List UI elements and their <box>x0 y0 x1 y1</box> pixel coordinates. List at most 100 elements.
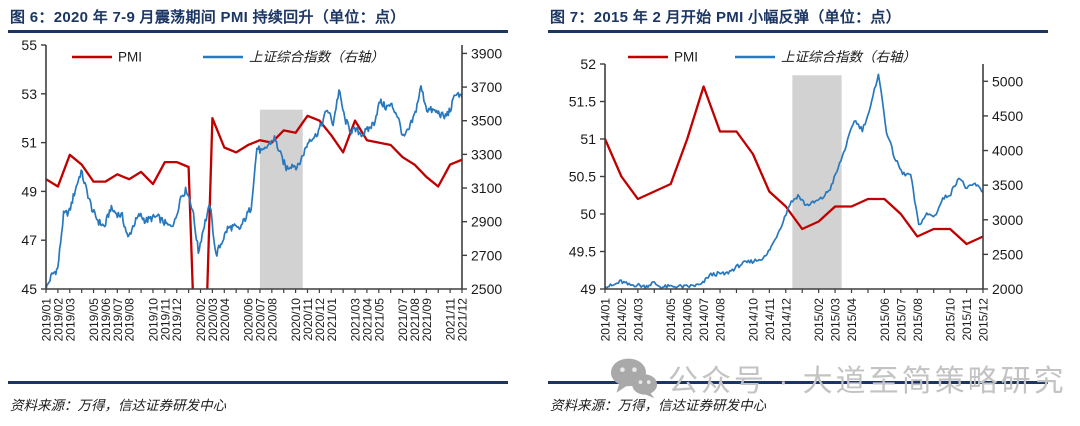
figure-7-title-rule <box>548 30 1048 33</box>
svg-text:53: 53 <box>21 86 37 102</box>
pmi-line <box>46 114 462 289</box>
svg-text:2015/08: 2015/08 <box>911 298 925 342</box>
svg-text:49.5: 49.5 <box>569 244 596 260</box>
svg-text:2019/07: 2019/07 <box>111 298 125 342</box>
svg-text:2015/02: 2015/02 <box>812 298 826 342</box>
svg-text:2020/06: 2020/06 <box>242 298 256 342</box>
svg-text:2019/02: 2019/02 <box>51 298 65 342</box>
svg-text:50: 50 <box>580 206 596 222</box>
x-axis: 2014/01 2014/02 2014/03 2014/05 2014/06 2014/… <box>599 289 991 341</box>
svg-text:2021/12: 2021/12 <box>456 298 470 342</box>
svg-text:2021/04: 2021/04 <box>360 298 374 342</box>
svg-text:2020/04: 2020/04 <box>218 298 232 342</box>
left-axis: 45 47 49 51 53 55 <box>21 37 46 297</box>
svg-text:2020/12: 2020/12 <box>313 298 327 342</box>
highlight-band <box>792 75 842 289</box>
svg-text:2700: 2700 <box>471 247 502 263</box>
figure-6-title-rule <box>8 30 508 33</box>
svg-text:2019/05: 2019/05 <box>87 298 101 342</box>
svg-text:3900: 3900 <box>471 45 502 61</box>
svg-text:2021/07: 2021/07 <box>396 298 410 342</box>
svg-text:51.5: 51.5 <box>569 94 596 110</box>
svg-text:55: 55 <box>21 37 37 53</box>
svg-text:3500: 3500 <box>471 113 502 129</box>
svg-text:2014/01: 2014/01 <box>599 298 613 342</box>
svg-text:2021/05: 2021/05 <box>372 298 386 342</box>
svg-text:2014/03: 2014/03 <box>631 298 645 342</box>
svg-text:2500: 2500 <box>992 246 1023 262</box>
figure-7-chart: PMI 上证综合指数（右轴） 49 49.5 50 50.5 51 51.5 52 2000 250… <box>569 50 1024 342</box>
legend-label: PMI <box>674 50 698 65</box>
svg-text:2015/12: 2015/12 <box>977 298 991 342</box>
figure-6-panel: 图 6：2020 年 7-9 月震荡期间 PMI 持续回升（单位：点） PMI 上… <box>8 9 508 413</box>
legend-label: 上证综合指数（右轴） <box>249 50 384 65</box>
right-axis: 2000 2500 3000 3500 4000 4500 5000 <box>983 73 1023 297</box>
svg-text:2014/07: 2014/07 <box>697 298 711 342</box>
svg-text:47: 47 <box>21 232 37 248</box>
svg-text:2015/04: 2015/04 <box>845 298 859 342</box>
figure-6-source-note: 资料来源：万得，信达证券研发中心 <box>10 398 226 413</box>
svg-text:2021/09: 2021/09 <box>420 298 434 342</box>
svg-text:2020/07: 2020/07 <box>253 298 267 342</box>
svg-text:49: 49 <box>21 183 37 199</box>
shanghai-index-line <box>46 85 462 289</box>
svg-text:2020/08: 2020/08 <box>265 298 279 342</box>
svg-text:2019/11: 2019/11 <box>158 298 172 341</box>
svg-text:52: 52 <box>580 56 596 72</box>
svg-text:45: 45 <box>21 281 37 297</box>
shanghai-index-line <box>605 73 983 289</box>
svg-text:2020/10: 2020/10 <box>289 298 303 342</box>
right-axis: 2500 2700 2900 3100 3300 3500 3700 3900 <box>462 45 502 297</box>
svg-text:2019/03: 2019/03 <box>63 298 77 342</box>
svg-text:3000: 3000 <box>992 212 1023 228</box>
svg-text:2014/05: 2014/05 <box>664 298 678 342</box>
legend: PMI 上证综合指数（右轴） <box>628 50 916 65</box>
svg-text:2019/12: 2019/12 <box>170 298 184 342</box>
svg-text:2021/08: 2021/08 <box>408 298 422 342</box>
figure-7-bottom-rule <box>548 381 1048 384</box>
svg-text:4500: 4500 <box>992 108 1023 124</box>
legend: PMI 上证综合指数（右轴） <box>72 50 384 65</box>
svg-text:2015/06: 2015/06 <box>878 298 892 342</box>
svg-text:5000: 5000 <box>992 73 1023 89</box>
svg-text:2000: 2000 <box>992 281 1023 297</box>
svg-text:2014/08: 2014/08 <box>714 298 728 342</box>
svg-text:2019/10: 2019/10 <box>146 298 160 342</box>
svg-text:2019/08: 2019/08 <box>123 298 137 342</box>
figure-6-bottom-rule <box>8 381 508 384</box>
svg-text:2015/03: 2015/03 <box>829 298 843 342</box>
svg-text:2015/11: 2015/11 <box>960 298 974 341</box>
svg-text:2900: 2900 <box>471 214 502 230</box>
svg-text:2014/12: 2014/12 <box>779 298 793 342</box>
legend-label: 上证综合指数（右轴） <box>781 50 916 65</box>
highlight-band <box>259 109 303 289</box>
svg-text:4000: 4000 <box>992 143 1023 159</box>
svg-text:3700: 3700 <box>471 79 502 95</box>
svg-text:2020/03: 2020/03 <box>206 298 220 342</box>
svg-text:2014/11: 2014/11 <box>763 298 777 341</box>
svg-text:51: 51 <box>21 135 37 151</box>
svg-text:3500: 3500 <box>992 177 1023 193</box>
svg-text:51: 51 <box>580 131 596 147</box>
svg-text:2020/11: 2020/11 <box>301 298 315 341</box>
svg-text:3300: 3300 <box>471 146 502 162</box>
svg-text:2021/11: 2021/11 <box>444 298 458 341</box>
figure-6-title: 图 6：2020 年 7-9 月震荡期间 PMI 持续回升（单位：点） <box>10 9 406 26</box>
legend-label: PMI <box>118 50 142 65</box>
svg-text:2015/07: 2015/07 <box>894 298 908 342</box>
svg-text:50.5: 50.5 <box>569 169 596 185</box>
svg-text:2014/10: 2014/10 <box>746 298 760 342</box>
figure-6-chart: PMI 上证综合指数（右轴） 45 47 49 51 53 55 2500 2700 2900 310… <box>21 37 502 341</box>
svg-text:3100: 3100 <box>471 180 502 196</box>
svg-text:2019/06: 2019/06 <box>99 298 113 342</box>
svg-text:2500: 2500 <box>471 281 502 297</box>
figure-7-title: 图 7：2015 年 2 月开始 PMI 小幅反弹（单位：点） <box>550 9 902 26</box>
svg-text:2014/02: 2014/02 <box>615 298 629 342</box>
svg-text:2014/06: 2014/06 <box>681 298 695 342</box>
svg-text:2021/01: 2021/01 <box>325 298 339 342</box>
svg-text:49: 49 <box>580 281 596 297</box>
figure-7-panel: 图 7：2015 年 2 月开始 PMI 小幅反弹（单位：点） PMI 上证综合指… <box>540 0 1080 426</box>
svg-text:2020/02: 2020/02 <box>194 298 208 342</box>
